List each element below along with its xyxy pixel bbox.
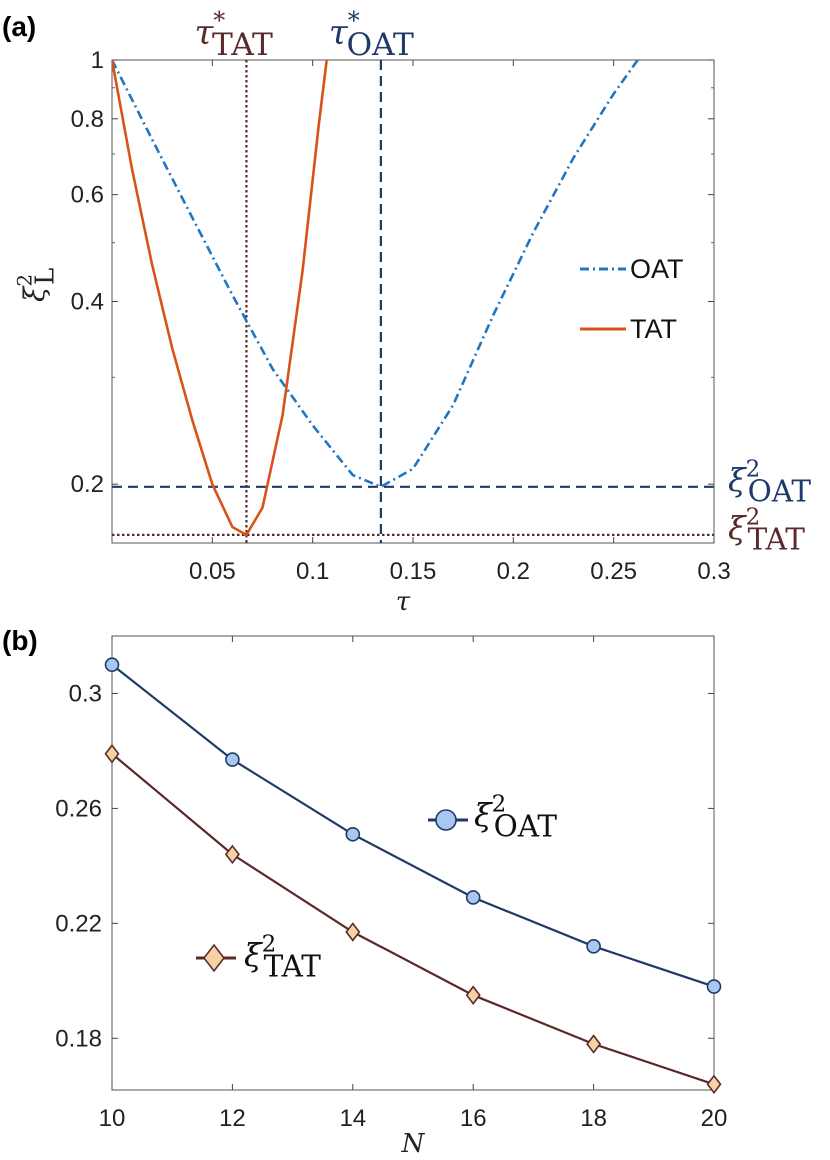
panel-a-href-label: ξ2 TAT [728, 504, 805, 556]
panel-b-legend-entry: ξ2 OAT [428, 792, 557, 844]
panel-a: (a) 0.05 0.1 0.15 0.2 0.25 0.3 0.2 0.4 0.6 0.8 1 τ ξ… [2, 7, 811, 617]
panel-a-vref-label: τ* TAT [194, 7, 273, 64]
panel-a-series-oat [112, 60, 639, 489]
panel-b-legend-label: ξ2 TAT [244, 932, 321, 984]
panel-b-marker-diamond [345, 922, 361, 942]
panel-b-xtick-label: 10 [99, 1105, 126, 1132]
panel-a-plot-area: 0.05 0.1 0.15 0.2 0.25 0.3 0.2 0.4 0.6 0.8 1 τ ξ2L τ*… [12, 7, 811, 617]
panel-b-series-oat [104, 657, 722, 994]
panel-a-xtick-label: 0.15 [390, 558, 437, 585]
panel-b-marker-circle [465, 890, 481, 905]
panel-a-xtick-label: 0.05 [189, 558, 236, 585]
panel-a-ytick-label: 0.6 [71, 182, 104, 209]
panel-b-ytick-label: 0.3 [69, 680, 102, 707]
panel-b-marker-circle [435, 809, 457, 831]
panel-a-xtick-label: 0.2 [497, 558, 530, 585]
panel-a-xtick-label: 0.3 [697, 558, 730, 585]
panel-a-ytick-label: 0.2 [71, 471, 104, 498]
panel-a-xtick-label: 0.25 [590, 558, 637, 585]
panel-a-legend: OAT TAT [580, 254, 684, 344]
panel-b-xlabel: N [401, 1129, 426, 1159]
panel-b-marker-diamond [202, 943, 226, 973]
panel-b-marker-circle [225, 752, 240, 767]
panel-a-series-tat [112, 60, 328, 537]
panel-a-ytick-label: 1 [91, 47, 104, 74]
panel-b-marker-circle [586, 939, 601, 954]
panel-b-frame [111, 635, 715, 1091]
panel-b-xtick-label: 14 [339, 1105, 366, 1132]
panel-b: (b) 10 12 14 16 18 20 0.18 0.22 0.26 0.3 Nξ2 OAT ξ2 T… [2, 625, 727, 1159]
panel-b-series-tat [104, 744, 722, 1095]
panel-a-label: (a) [2, 11, 36, 42]
panel-a-legend-label: OAT [630, 254, 684, 284]
panel-b-marker-diamond [586, 1034, 602, 1054]
panel-a-series-group [112, 60, 639, 537]
panel-b-xtick-label: 18 [580, 1105, 607, 1132]
panel-b-ytick-label: 0.26 [55, 795, 102, 822]
panel-b-ytick-label: 0.18 [55, 1025, 102, 1052]
panel-b-marker-circle [345, 826, 361, 842]
panel-b-legend-label: ξ2 OAT [474, 792, 557, 844]
panel-b-legend-entry: ξ2 TAT [196, 932, 321, 984]
panel-a-ylabel-text: ξ2L [12, 268, 60, 302]
panel-a-href-label: ξ2 OAT [728, 456, 811, 508]
panel-b-series-line [111, 752, 715, 1086]
panel-a-ytick-label: 0.8 [71, 106, 104, 133]
panel-b-marker-diamond [706, 1074, 722, 1095]
panel-b-marker-diamond [465, 985, 481, 1005]
panel-b-ytick-label: 0.22 [55, 910, 102, 937]
panel-a-legend-label: TAT [630, 314, 677, 344]
panel-a-frame [111, 59, 715, 544]
panel-b-marker-circle [104, 657, 120, 673]
panel-b-marker-diamond [224, 844, 240, 865]
panel-b-label: (b) [2, 625, 38, 656]
panel-b-plot-area: 10 12 14 16 18 20 0.18 0.22 0.26 0.3 Nξ2 OAT ξ2 TAT [55, 635, 728, 1159]
panel-b-marker-circle [706, 979, 722, 994]
panel-a-ylabel: ξ2L [12, 268, 60, 302]
panel-b-marker-diamond [104, 744, 120, 764]
panel-a-vref-label: τ* OAT [329, 7, 414, 64]
panel-a-xlabel: τ [396, 587, 411, 617]
panel-b-xtick-label: 20 [701, 1105, 728, 1132]
panel-b-series-line [111, 663, 715, 988]
panel-b-xtick-label: 12 [219, 1105, 246, 1132]
panel-b-xtick-label: 16 [460, 1105, 487, 1132]
panel-a-xtick-label: 0.1 [296, 558, 329, 585]
panel-a-ytick-label: 0.4 [71, 289, 104, 316]
